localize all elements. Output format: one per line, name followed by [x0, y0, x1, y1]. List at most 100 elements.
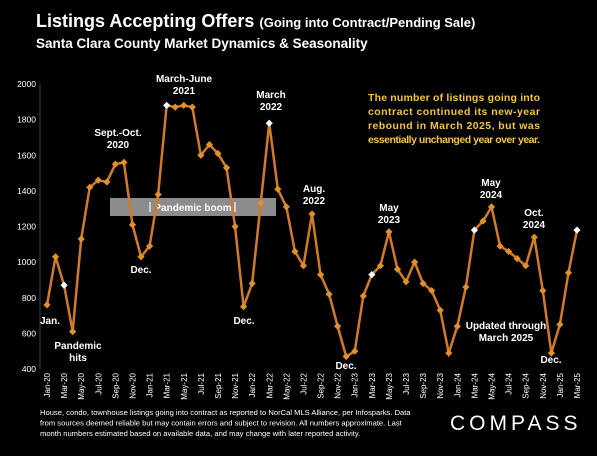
- annotation: 2022: [260, 102, 283, 113]
- data-point: [43, 301, 51, 309]
- note: The number of listings going into: [368, 92, 540, 104]
- x-tick-label: Sep-22: [317, 372, 326, 398]
- annotation: March-June: [156, 74, 213, 85]
- footnote: month numbers estimated based on availab…: [40, 429, 360, 438]
- data-point: [453, 322, 461, 330]
- data-point: [86, 183, 94, 191]
- x-tick-label: May-24: [488, 372, 497, 399]
- band-label: Pandemic boom: [154, 203, 231, 214]
- x-tick-label: May-20: [77, 372, 86, 399]
- x-tick-label: Mar-21: [163, 372, 172, 398]
- title-note: (Going into Contract/Pending Sale): [259, 15, 475, 30]
- x-tick-label: Jul-22: [299, 372, 308, 394]
- data-point: [487, 203, 496, 211]
- annotation: Aug.: [303, 184, 325, 195]
- data-point: [240, 303, 248, 311]
- x-tick-label: Nov-20: [128, 372, 137, 398]
- data-point: [299, 262, 308, 270]
- data-point: [248, 279, 256, 288]
- data-point: [180, 101, 188, 109]
- data-point: [522, 262, 530, 270]
- annotation: Dec.: [130, 265, 151, 276]
- data-point: [479, 217, 487, 225]
- data-point: [205, 140, 214, 149]
- annotation: Jan.: [40, 316, 60, 327]
- data-point: [69, 327, 77, 336]
- data-point: [94, 176, 102, 184]
- annotation: 2020: [107, 140, 130, 151]
- data-point: [419, 279, 427, 288]
- x-tick-label: Nov-21: [231, 372, 240, 398]
- annotation: 2022: [303, 196, 326, 207]
- x-tick-label: Jan-23: [351, 372, 360, 397]
- x-tick-label: May-22: [282, 372, 291, 399]
- x-tick-label: Jan-25: [556, 372, 565, 397]
- data-point: [128, 221, 137, 229]
- logo: COMPASS: [450, 412, 581, 435]
- annotation: March 2025: [479, 333, 534, 344]
- data-point: [402, 278, 410, 286]
- data-point: [351, 347, 359, 355]
- annotation: 2024: [480, 190, 503, 201]
- annotation: 2024: [523, 220, 546, 231]
- annotation: Updated through: [466, 321, 547, 332]
- y-tick-label: 2000: [17, 79, 36, 89]
- data-point: [547, 349, 555, 357]
- x-tick-label: Nov-22: [334, 372, 343, 398]
- x-tick-label: May-23: [385, 372, 394, 399]
- note: rebound in March 2025, but was: [368, 120, 540, 132]
- x-tick-label: Jul-24: [505, 372, 514, 394]
- data-point: [60, 281, 68, 289]
- y-tick-label: 1000: [17, 257, 36, 267]
- x-tick-label: Nov-23: [436, 372, 445, 398]
- x-tick-label: Nov-24: [539, 372, 548, 398]
- data-point: [197, 151, 205, 159]
- x-tick-label: May-21: [180, 372, 189, 399]
- x-tick-label: Jul-23: [402, 372, 411, 394]
- data-point: [265, 119, 273, 127]
- y-tick-label: 800: [22, 293, 36, 303]
- data-point: [291, 247, 299, 256]
- x-tick-label: Sep-24: [522, 372, 531, 398]
- data-point: [496, 242, 504, 250]
- x-tick-label: Sep-23: [419, 372, 428, 398]
- annotation: May: [481, 178, 501, 189]
- data-point: [316, 270, 325, 279]
- data-point: [334, 322, 342, 330]
- annotation: Sept.-Oct.: [94, 128, 141, 139]
- x-tick-label: Jan-20: [43, 372, 52, 397]
- annotation: Oct.: [524, 208, 544, 219]
- data-point: [111, 160, 119, 168]
- data-point: [445, 349, 453, 357]
- x-tick-label: Mar-24: [470, 372, 479, 398]
- data-point: [539, 287, 547, 295]
- footnote: from sources deemed reliable but may con…: [40, 419, 403, 428]
- data-point: [342, 352, 350, 361]
- data-point: [564, 269, 573, 277]
- annotation: Pandemic: [54, 341, 102, 352]
- y-tick-label: 1600: [17, 150, 36, 160]
- data-point: [325, 290, 333, 298]
- subtitle: Santa Clara County Market Dynamics & Sea…: [36, 36, 368, 51]
- x-tick-label: Jul-21: [197, 372, 206, 394]
- data-point: [231, 222, 239, 231]
- y-tick-label: 1800: [17, 115, 36, 125]
- annotation: Dec.: [233, 316, 254, 327]
- data-point: [410, 258, 419, 266]
- annotation: Dec.: [335, 361, 356, 372]
- x-tick-label: Mar-20: [60, 372, 69, 398]
- x-tick-label: Jan-24: [453, 372, 462, 397]
- data-point: [188, 103, 196, 111]
- data-point: [393, 265, 402, 273]
- x-tick-label: Mar-23: [368, 372, 377, 398]
- data-point: [163, 101, 171, 109]
- y-tick-label: 1200: [17, 222, 36, 232]
- title-main: Listings Accepting Offers: [36, 11, 254, 31]
- data-point: [376, 262, 384, 270]
- data-point: [505, 247, 513, 256]
- y-tick-label: 600: [22, 328, 36, 338]
- annotation: 2021: [173, 86, 196, 97]
- x-tick-label: Mar-22: [265, 372, 274, 398]
